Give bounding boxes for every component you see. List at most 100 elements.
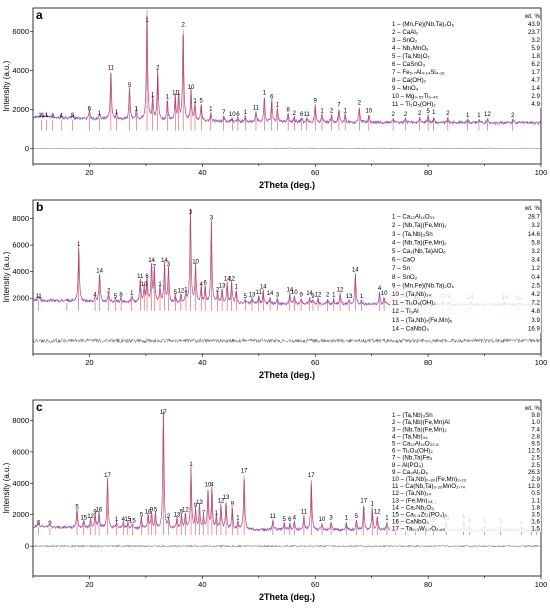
peak-label: 4	[93, 293, 97, 299]
legend-bg	[390, 467, 541, 475]
peak-label: 11	[256, 290, 263, 296]
peak-label: 16	[145, 509, 152, 515]
peak-label: 1	[371, 501, 375, 507]
peak-label: 1	[115, 110, 119, 116]
peak-label: 16	[96, 508, 103, 514]
peak-label: 1	[130, 291, 134, 297]
legend-entry: 4 – Nb₂MnO₆	[392, 45, 429, 52]
legend-entry: 7 – Sn	[392, 265, 410, 272]
peak-label: 1	[263, 91, 267, 97]
peak-label: 4	[122, 517, 126, 523]
peak-label: 14	[260, 285, 267, 291]
peak-label: 1	[98, 111, 102, 117]
peak-label: 14	[148, 258, 155, 264]
legend-entry: 8 – SnO₂	[392, 274, 418, 281]
legend-value: 6.2	[531, 61, 540, 68]
legend-entry: 2 – CaAl₂	[392, 29, 419, 36]
peak-label: 14	[306, 291, 313, 297]
legend-value: 2.5	[531, 282, 540, 289]
legend-bg	[390, 307, 541, 316]
legend: wt. % 1 – Ca₁₂Al₁₄O₃₃ 28.7 2 – (Nb,Ta)(Fe,M…	[390, 205, 541, 333]
peak-label: 12	[218, 498, 225, 504]
legend-entry: 3 – (Ta,Nb)₃Sn	[392, 231, 433, 238]
legend-value: 4.9	[531, 101, 540, 108]
peak-label: 2	[404, 112, 408, 118]
legend-bg	[390, 52, 541, 60]
peak-label: 11	[38, 113, 45, 119]
legend-bg	[390, 517, 541, 525]
legend-bg	[390, 446, 541, 454]
peak-label: 4	[60, 113, 64, 119]
panel-a: a 0 2000 4000 6000 20 40 60 80 100 2Theta (deg.) In…	[2, 7, 548, 190]
peak-label: 2	[418, 111, 422, 117]
legend-header: wt. %	[524, 205, 541, 212]
peak-label: 12	[87, 514, 94, 520]
x-tick-label: 40	[198, 580, 206, 589]
peak-label: 7	[153, 265, 157, 271]
peak-label: 13	[223, 495, 230, 501]
peak-label: 1	[45, 113, 49, 119]
y-tick-label: 0	[25, 144, 29, 153]
legend-bg	[390, 76, 541, 84]
legend-entry: 10 – Mg₀.₅₅Ti₀.₄₅	[392, 93, 438, 100]
peak-label: 15	[124, 517, 131, 523]
legend-value: 2.9	[531, 93, 540, 100]
peak-label: 11	[270, 514, 277, 520]
peak-label: 1	[177, 91, 181, 97]
peak-label: 1	[158, 282, 162, 288]
peak-label: 1	[209, 106, 213, 112]
peak-label: 6	[300, 112, 304, 118]
peak-label: 11	[36, 294, 43, 300]
legend-bg	[390, 44, 541, 52]
legend-value: 3.9	[531, 317, 540, 324]
y-tick-label: 0	[25, 542, 29, 551]
legend-bg	[390, 510, 541, 518]
peak-label: 1	[276, 102, 280, 108]
x-tick-label: 100	[535, 168, 548, 177]
legend-value: 1.0	[531, 419, 540, 426]
legend-entry: 9 – Ca₃Al₂O₆	[392, 469, 428, 476]
peak-label: 13	[174, 512, 181, 518]
peak-label: 9	[93, 509, 97, 515]
peak-label: 5	[114, 294, 118, 300]
legend-bg	[390, 324, 541, 333]
peak-label: 1	[385, 516, 389, 522]
legend-bg	[390, 28, 541, 36]
legend-entry: 13 – (Fe,Mn)₃₄	[392, 497, 433, 504]
peak-label: 2	[181, 22, 185, 28]
peak-label: 1	[320, 108, 324, 114]
legend-header: wt. %	[524, 13, 541, 20]
peak-label: 2	[326, 293, 330, 299]
panel-c: c 0 2000 4000 6000 8000 20 40 60 80 100 2Theta (deg…	[2, 399, 547, 602]
legend-value: 5.8	[531, 239, 540, 246]
legend-bg	[390, 272, 541, 282]
legend-bg	[390, 496, 541, 504]
peak-label: 14	[267, 291, 274, 297]
peak-label: 1	[151, 93, 155, 99]
x-axis-title: 2Theta (deg.)	[259, 370, 315, 380]
peak-label: 17	[104, 473, 111, 479]
peak-label: 9	[299, 293, 303, 299]
y-axis-title: Intensity (a.u.)	[2, 251, 11, 302]
y-tick-label: 4000	[12, 479, 29, 488]
residual-pattern	[33, 147, 541, 150]
legend-entry: 5 – Ca₁₂Al₁₄O₃₂.₅	[392, 441, 439, 448]
legend-bg	[390, 439, 541, 447]
legend-bg	[390, 20, 541, 28]
peak-label: 13	[196, 500, 203, 506]
legend-entry: 15 – Ca₀.₅Zr₂(PO₄)₃	[392, 512, 447, 519]
peak-label: 8	[119, 293, 123, 299]
peak-label: 2	[511, 113, 515, 119]
peak-label: 17	[241, 468, 248, 474]
legend-bg	[390, 264, 541, 273]
legend-bg	[390, 100, 541, 108]
peak-label: 5	[283, 517, 287, 523]
legend-value: 9.5	[531, 441, 540, 448]
peak-label: 9	[194, 503, 198, 509]
peak-label: 6	[145, 274, 149, 280]
y-tick-label: 2000	[12, 294, 29, 303]
peak-label: 6	[88, 106, 92, 112]
y-tick-label: 4000	[12, 66, 29, 75]
legend-value: 43.9	[528, 21, 541, 28]
